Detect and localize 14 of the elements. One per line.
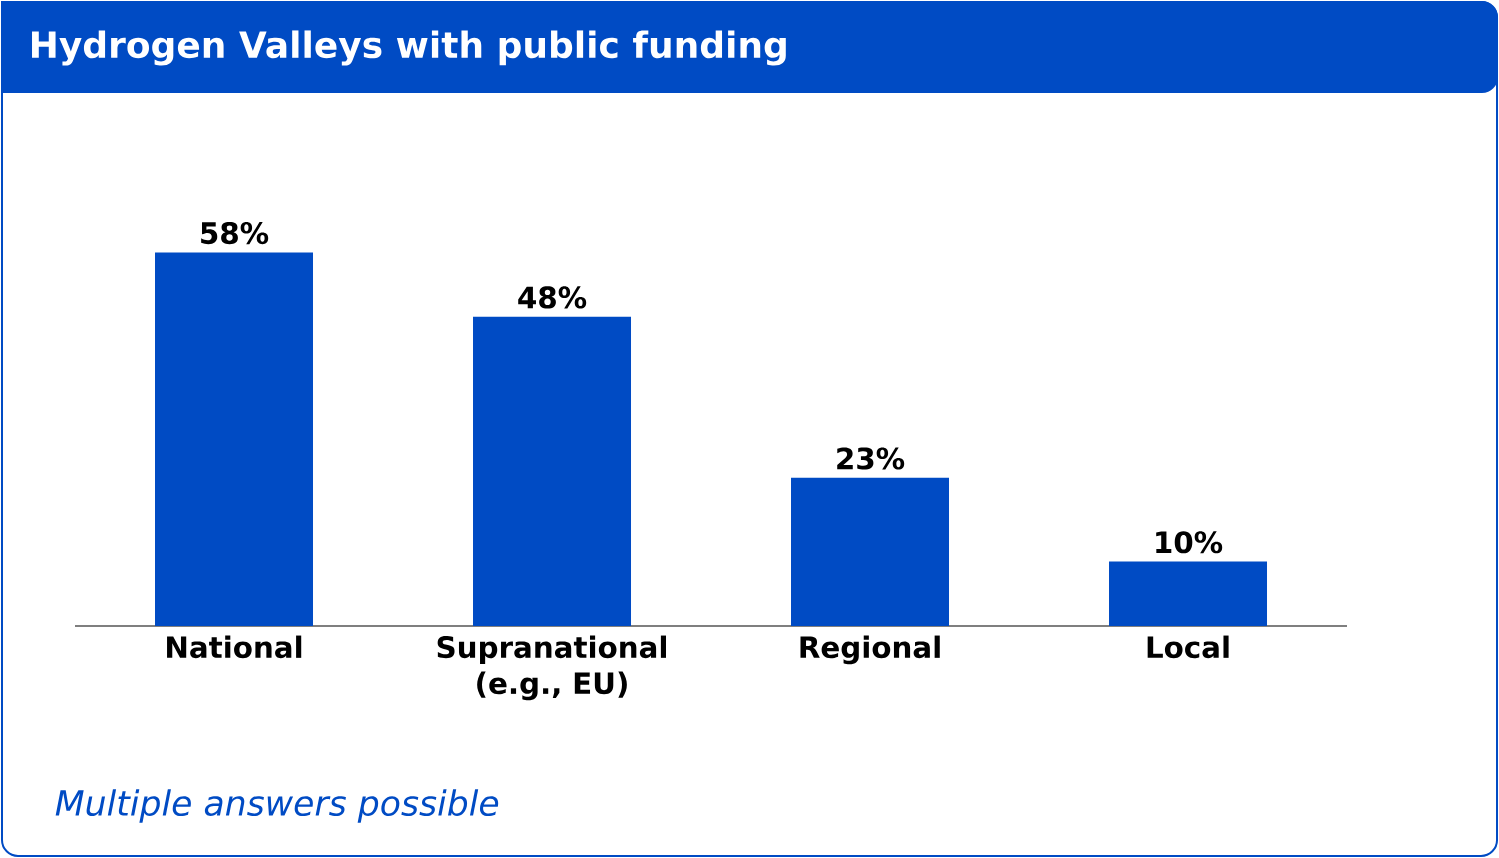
bar [155, 252, 314, 626]
data-label: 23% [837, 447, 905, 470]
x-tick-label: National [167, 635, 302, 659]
text: Multiple answers possible [55, 789, 499, 823]
bar [1109, 561, 1268, 626]
data-label: 48% [518, 286, 587, 309]
x-tick-label: Local [1147, 635, 1229, 659]
data-label: 10% [1156, 531, 1223, 554]
bar [473, 316, 632, 626]
bar [791, 477, 950, 626]
data-label: 58% [201, 221, 269, 245]
chart-title: Hydrogen Valleys with public funding [32, 30, 786, 66]
x-tick-label: Regional [800, 635, 940, 665]
x-tick-label: Supranational (e.g., EU) [437, 635, 667, 701]
